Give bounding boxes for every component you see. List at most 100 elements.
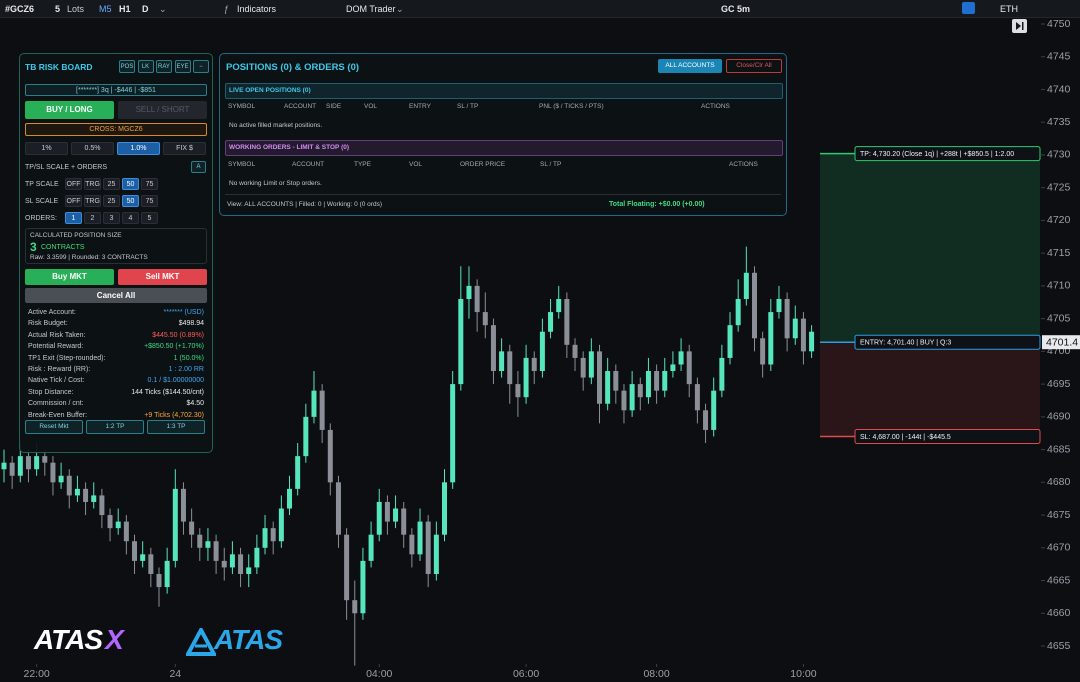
panel-button[interactable]: − [193, 60, 209, 73]
column-header: SL / TP [540, 161, 562, 168]
risk-mode-button[interactable]: FIX $ [163, 142, 206, 155]
indicators-icon: ƒ [224, 4, 230, 14]
candle-body [172, 488, 178, 561]
column-header: SYMBOL [228, 161, 256, 168]
footer-button[interactable]: 1:2 TP [86, 420, 144, 434]
positions-panel: POSITIONS (0) & ORDERS (0) ALL ACCOUNTS … [219, 53, 787, 216]
candle-body [564, 298, 570, 345]
column-header: ACTIONS [701, 103, 730, 110]
scale-option[interactable]: 25 [103, 178, 120, 190]
empty-note: No active filled market positions. [229, 122, 323, 129]
candle-body [629, 384, 635, 411]
sell-mkt-button[interactable]: Sell MKT [118, 269, 207, 285]
orders-option[interactable]: 3 [103, 212, 120, 224]
scale-option[interactable]: TRG [84, 178, 101, 190]
candle-body [776, 298, 782, 313]
risk-mode-button[interactable]: 0.5% [71, 142, 114, 155]
risk-mode-button[interactable]: 1% [25, 142, 68, 155]
scale-option[interactable]: 50 [122, 178, 139, 190]
x-tick-label: 08:00 [643, 668, 669, 680]
candle-body [393, 508, 399, 522]
y-tick-label: 4665 [1047, 574, 1071, 586]
panel-button[interactable]: RAY [156, 60, 172, 73]
x-tick-label: 22:00 [23, 668, 49, 680]
scale-option[interactable]: OFF [65, 195, 82, 207]
orders-option[interactable]: 2 [84, 212, 101, 224]
candle-body [221, 560, 227, 568]
footer-button[interactable]: Reset Mkt [25, 420, 83, 434]
timeframe[interactable]: H1 [119, 4, 131, 14]
orders-option[interactable]: 1 [65, 212, 82, 224]
stat-label: Risk : Reward (RR): [28, 366, 91, 373]
candle-body [458, 298, 464, 385]
candle-body [417, 521, 423, 555]
y-tick-label: 4715 [1047, 247, 1071, 259]
sell-short-button[interactable]: SELL / SHORT [118, 101, 207, 119]
scale-option[interactable]: 25 [103, 195, 120, 207]
indicators[interactable]: Indicators [237, 4, 277, 14]
all-accounts-button[interactable]: ALL ACCOUNTS [658, 59, 722, 73]
candle-body [792, 318, 798, 339]
symbol[interactable]: #GCZ6 [5, 4, 35, 14]
candle-body [548, 312, 554, 332]
footer-button[interactable]: 1:3 TP [147, 420, 205, 434]
dropdown-icon[interactable]: ⌄ [396, 4, 404, 14]
candle-body [384, 501, 390, 522]
panel-button[interactable]: LK [137, 60, 154, 73]
chart-title: GC 5m [721, 4, 751, 14]
y-tick-label: 4745 [1047, 51, 1071, 63]
session[interactable]: ETH [1000, 4, 1018, 14]
close-all-button[interactable]: Close/Clr All [726, 59, 782, 73]
candle-body [809, 331, 815, 352]
column-header: ACCOUNT [292, 161, 325, 168]
auto-button[interactable]: A [191, 161, 206, 173]
scale-option[interactable]: 75 [141, 195, 158, 207]
risk-mode-button[interactable]: 1.0% [117, 142, 160, 155]
timeframe[interactable]: D [142, 4, 149, 14]
risk-board: TB RISK BOARD POS LK RAY EYE − [*******] 3q … [19, 53, 213, 453]
stat-value: +9 Ticks (4,702.30) [144, 411, 204, 419]
buy-long-button[interactable]: BUY / LONG [25, 101, 114, 119]
candle-body [115, 521, 121, 529]
level-label-box [854, 146, 1041, 162]
floating-pnl: Total Floating: +$0.00 (+0.00) [609, 201, 705, 208]
orders-option[interactable]: 4 [122, 212, 139, 224]
cancel-all-button[interactable]: Cancel All [25, 288, 207, 303]
axes: 4655466046654670467546804685469046954700… [23, 18, 1080, 680]
qty[interactable]: 5 [55, 4, 61, 14]
scale-option[interactable]: TRG [84, 195, 101, 207]
candle-body [596, 351, 602, 404]
candle-body [352, 600, 358, 614]
section-header: WORKING ORDERS - LIMIT & STOP (0) [225, 140, 783, 156]
candle-body [262, 528, 268, 548]
candle-body [74, 488, 80, 496]
orders-option[interactable]: 5 [141, 212, 158, 224]
panel-button[interactable]: POS [119, 60, 135, 73]
loss-zone [820, 342, 1040, 437]
candle-body [662, 371, 668, 391]
stat-label: Commission / cnt: [28, 400, 84, 408]
column-header: SL / TP [457, 103, 479, 110]
scale-option[interactable]: OFF [65, 178, 82, 190]
timeframe[interactable]: M5 [99, 4, 112, 14]
scale-option[interactable]: 75 [141, 178, 158, 190]
y-tick-label: 4685 [1047, 443, 1071, 455]
candle-body [409, 534, 415, 555]
dom-trader[interactable]: DOM Trader [346, 4, 396, 14]
candle-body [50, 462, 56, 483]
buy-mkt-button[interactable]: Buy MKT [25, 269, 114, 285]
candle-body [768, 312, 774, 365]
panel-button[interactable]: EYE [174, 60, 191, 73]
candle-body [751, 272, 757, 339]
stat-value: 144 Ticks ($144.50/cnt) [131, 388, 204, 396]
dropdown-icon[interactable]: ⌄ [159, 4, 167, 14]
scale-option[interactable]: 50 [122, 195, 139, 207]
candle-body [303, 416, 309, 457]
scroll-icon[interactable] [1012, 19, 1027, 33]
y-tick-label: 4735 [1047, 116, 1071, 128]
candle-body [800, 318, 806, 352]
camera-button[interactable] [962, 2, 975, 14]
cross-symbol: CROSS: MGCZ6 [25, 123, 207, 136]
candle-body [1, 462, 7, 470]
candle-body [368, 534, 374, 561]
